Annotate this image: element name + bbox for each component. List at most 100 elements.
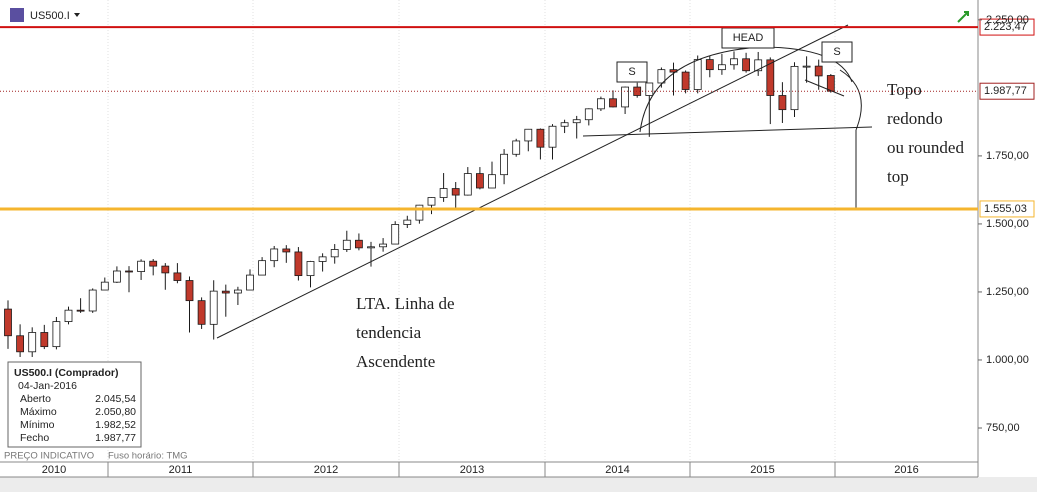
level-label-box [979, 82, 1035, 100]
levels: 2.223,47 1.987,77 1.555,03 [0, 18, 1035, 218]
candle-body [16, 335, 25, 353]
candle-body [705, 59, 714, 71]
candle-body [330, 249, 339, 258]
candle-body [814, 65, 823, 77]
candle-body [64, 309, 73, 323]
candle-body [185, 280, 194, 302]
candle-body [113, 270, 121, 283]
candle-body [742, 58, 750, 72]
level-label: 1.555,03 [984, 203, 1027, 215]
info-date: 04-Jan-2016 [18, 380, 77, 392]
trend-icon [957, 11, 969, 23]
candle-body [657, 69, 666, 84]
info-label: Aberto [20, 393, 51, 405]
candle-body [4, 308, 12, 337]
y-tick-label: 750,00 [986, 422, 1020, 434]
candle-body [778, 95, 787, 111]
candle-body [766, 59, 775, 96]
candle-body [584, 108, 593, 121]
candle-body [403, 219, 412, 225]
candle-body [693, 59, 702, 90]
candle-body [100, 281, 109, 291]
x-tick-label: 2011 [169, 464, 193, 476]
candle-body [524, 128, 533, 142]
candle-body [137, 260, 146, 272]
candle-body [342, 239, 351, 250]
candle-body [609, 98, 617, 108]
label-box [821, 41, 853, 63]
info-label: Máximo [20, 406, 57, 418]
info-label: Mínimo [20, 419, 55, 431]
label-box [616, 61, 648, 83]
candle-body [306, 261, 315, 277]
candle-body [173, 272, 182, 281]
annotation-line: top [887, 167, 909, 186]
candle-body [681, 71, 690, 90]
info-value: 1.982,52 [95, 419, 136, 431]
shoulder-label: S [833, 46, 840, 58]
x-tick-label: 2013 [460, 464, 484, 476]
annotation-line: redondo [887, 109, 943, 128]
candle-body [40, 332, 49, 348]
candle-body [415, 204, 424, 221]
level-label: 2.223,47 [984, 21, 1027, 33]
candle-body [475, 173, 484, 189]
level-label-box [979, 200, 1035, 218]
y-axis: 750,00 1.000,00 1.250,00 1.500,00 1.750,00 2.… [978, 14, 1029, 434]
y-tick-label: 1.000,00 [986, 354, 1029, 366]
trend-line [216, 24, 849, 339]
annotation-line: Topo [887, 80, 922, 99]
level-label: 1.987,77 [984, 85, 1027, 97]
footer-timezone: Fuso horário: TMG [108, 451, 188, 462]
candle-body [536, 128, 545, 148]
annotation-line: tendencia [356, 323, 422, 342]
candle-body [645, 82, 654, 96]
footer-note: PREÇO INDICATIVO [4, 451, 94, 462]
dropdown-arrow[interactable] [74, 13, 80, 17]
candle-body [572, 119, 581, 124]
candle-body [560, 122, 569, 127]
y-tick-label: 1.500,00 [986, 218, 1029, 230]
info-rows: Aberto 2.045,54 Máximo 2.050,80 Mínimo 1.982,… [20, 393, 136, 444]
candle-body [451, 188, 460, 196]
candle-body [149, 260, 158, 267]
candle-body [246, 274, 254, 291]
candle-body [512, 140, 521, 155]
symbol[interactable]: US500.I [30, 10, 70, 22]
drawings [216, 24, 873, 339]
info-label: Fecho [20, 432, 49, 444]
candle-body [427, 197, 436, 206]
shoulder-label: S [628, 66, 635, 78]
candle-body [718, 64, 726, 71]
trend-annotation: LTA. Linha de tendencia Ascendente [356, 294, 455, 371]
candle-body [52, 321, 61, 348]
candles [4, 51, 835, 357]
candle-body [730, 58, 738, 66]
candle-body [463, 173, 472, 196]
round-top-arc [839, 69, 862, 131]
candle-body [233, 289, 242, 294]
candle-body [270, 248, 279, 262]
candle-body [439, 188, 448, 198]
y-tick-label: 1.750,00 [986, 150, 1029, 162]
candle-body [802, 65, 811, 68]
candle-body [197, 300, 206, 325]
candle-body [379, 243, 388, 248]
info-value: 2.045,54 [95, 393, 136, 405]
head-label: HEAD [733, 32, 764, 44]
x-tick-label: 2016 [894, 464, 918, 476]
candle-body [500, 153, 509, 176]
candle-body [391, 224, 400, 245]
candle-body [488, 174, 496, 189]
candle-body [28, 332, 37, 353]
candle-body [161, 265, 170, 274]
candle-body [221, 290, 230, 294]
candle-body [294, 251, 303, 277]
x-tick-label: 2012 [314, 464, 338, 476]
candle-body [754, 59, 763, 72]
x-axis: 2010 2011 2012 2013 2014 2015 2016 [42, 462, 919, 477]
level-label-box [979, 18, 1035, 36]
info-value: 2.050,80 [95, 406, 136, 418]
